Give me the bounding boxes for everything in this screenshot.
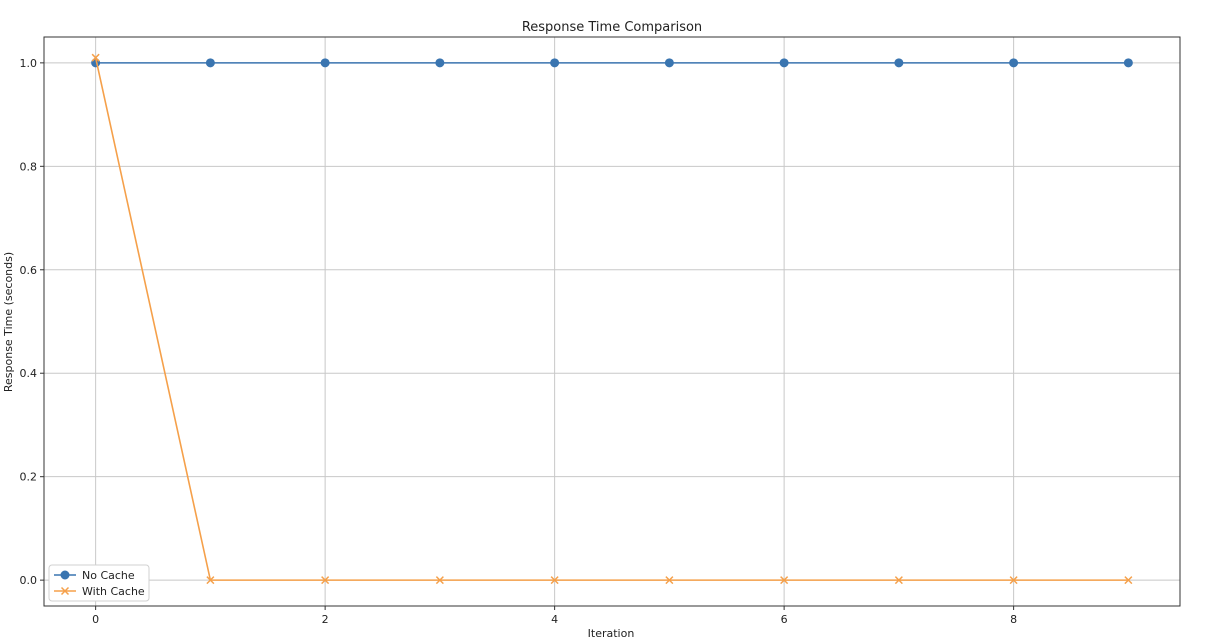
data-point-with-cache bbox=[321, 576, 330, 585]
data-point-no-cache bbox=[1009, 58, 1019, 68]
data-point-with-cache bbox=[1124, 576, 1133, 585]
data-point-with-cache bbox=[91, 53, 100, 62]
y-axis-label: Response Time (seconds) bbox=[2, 252, 15, 392]
x-tick-label: 6 bbox=[781, 613, 788, 626]
legend-label: No Cache bbox=[82, 569, 135, 582]
y-tick-label: 0.2 bbox=[20, 471, 38, 484]
legend-entry-with-cache: With Cache bbox=[54, 585, 145, 598]
data-point-no-cache bbox=[779, 58, 789, 68]
axis-ticks: 0 2 4 6 8 0.0 0.2 0.4 0.6 0.8 1.0 bbox=[20, 57, 1018, 626]
plot-frame bbox=[43, 36, 1181, 607]
chart-title: Response Time Comparison bbox=[522, 20, 702, 35]
data-point-with-cache bbox=[550, 576, 559, 585]
data-point-with-cache bbox=[780, 576, 789, 585]
y-tick-label: 1.0 bbox=[20, 57, 38, 70]
legend-marker bbox=[60, 570, 70, 580]
data-point-no-cache bbox=[550, 58, 560, 68]
data-point-with-cache bbox=[665, 576, 674, 585]
data-point-no-cache bbox=[1123, 58, 1133, 68]
data-point-no-cache bbox=[435, 58, 445, 68]
plot-background bbox=[44, 37, 1180, 606]
data-point-no-cache bbox=[664, 58, 674, 68]
data-point-with-cache bbox=[206, 576, 215, 585]
y-tick-label: 0.8 bbox=[20, 160, 38, 173]
x-axis-label: Iteration bbox=[588, 627, 635, 640]
y-tick-label: 0.4 bbox=[20, 367, 38, 380]
y-tick-label: 0.6 bbox=[20, 264, 38, 277]
data-point-with-cache bbox=[1009, 576, 1018, 585]
legend-marker bbox=[60, 586, 70, 596]
legend-label: With Cache bbox=[82, 585, 145, 598]
legend: No Cache With Cache bbox=[48, 564, 150, 602]
x-tick-label: 0 bbox=[92, 613, 99, 626]
legend-box bbox=[48, 564, 150, 602]
data-point-with-cache bbox=[894, 576, 903, 585]
data-point-no-cache bbox=[205, 58, 215, 68]
data-point-no-cache bbox=[894, 58, 904, 68]
y-tick-label: 0.0 bbox=[20, 574, 38, 587]
series-line-with-cache bbox=[94, 57, 1129, 581]
data-point-with-cache bbox=[435, 576, 444, 585]
x-tick-label: 2 bbox=[322, 613, 329, 626]
data-point-no-cache bbox=[320, 58, 330, 68]
legend-entry-no-cache: No Cache bbox=[54, 569, 135, 582]
x-tick-label: 4 bbox=[551, 613, 558, 626]
x-tick-label: 8 bbox=[1010, 613, 1017, 626]
data-series bbox=[91, 53, 1133, 585]
